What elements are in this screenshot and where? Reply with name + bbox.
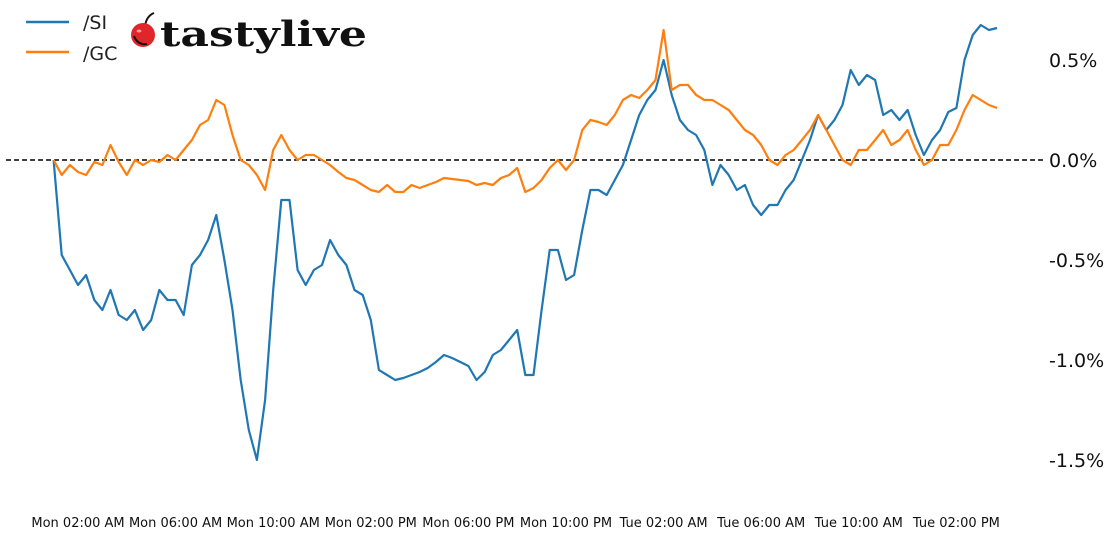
series-layer <box>52 23 998 462</box>
legend: /SI /GC <box>26 12 117 65</box>
legend-label-gc: /GC <box>83 43 117 65</box>
x-tick-label: Mon 02:00 AM <box>31 516 124 531</box>
y-tick-label: -1.0% <box>1049 350 1104 372</box>
cherry-icon <box>131 12 155 47</box>
y-tick-label: 0.5% <box>1049 50 1097 72</box>
series-line-si <box>52 23 998 462</box>
x-tick-label: Tue 02:00 PM <box>912 516 1000 531</box>
x-tick-label: Mon 06:00 AM <box>129 516 222 531</box>
x-axis-ticks: Mon 02:00 AM Mon 06:00 AM Mon 10:00 AM Mon … <box>31 516 1000 531</box>
y-tick-label: -1.5% <box>1049 450 1104 472</box>
x-tick-label: Tue 06:00 AM <box>716 516 805 531</box>
x-tick-label: Tue 02:00 AM <box>619 516 708 531</box>
tastylive-logo: tastylive <box>131 12 367 55</box>
x-tick-label: Mon 06:00 PM <box>422 516 514 531</box>
y-tick-label: 0.0% <box>1049 150 1097 172</box>
x-tick-label: Mon 10:00 AM <box>227 516 320 531</box>
x-tick-label: Mon 10:00 PM <box>520 516 612 531</box>
y-axis-ticks: 0.5% 0.0% -0.5% -1.0% -1.5% <box>1049 50 1104 472</box>
y-tick-label: -0.5% <box>1049 250 1104 272</box>
x-tick-label: Tue 10:00 AM <box>814 516 903 531</box>
legend-label-si: /SI <box>83 12 107 34</box>
logo-wordmark: tastylive <box>160 14 367 55</box>
series-line-gc <box>52 28 998 194</box>
x-tick-label: Mon 02:00 PM <box>325 516 417 531</box>
